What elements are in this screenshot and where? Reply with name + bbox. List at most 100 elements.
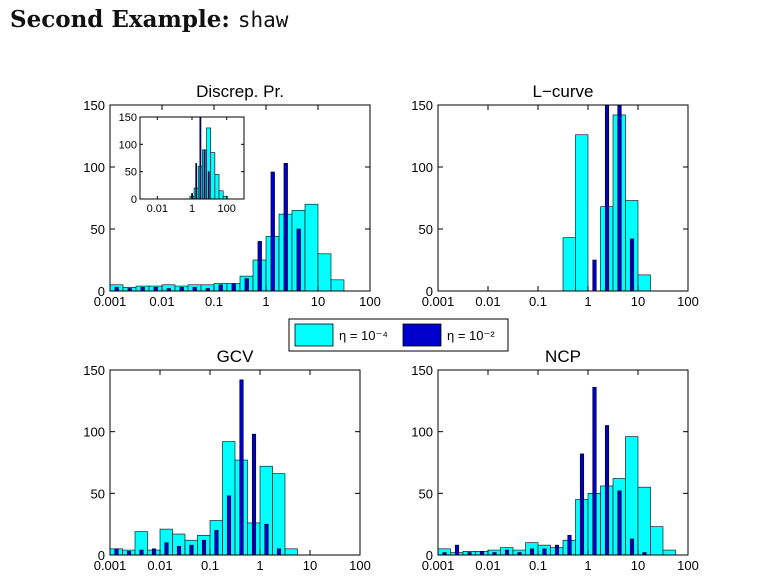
panel-2-xtick-label: 100 bbox=[677, 294, 699, 309]
panel-3-xtick-label: 1 bbox=[256, 558, 263, 573]
panel-2-ytick-label: 50 bbox=[419, 222, 433, 237]
panel-1-bar bbox=[218, 284, 223, 292]
inset-plot-area bbox=[140, 117, 244, 199]
inset-xtick-label: 1 bbox=[189, 203, 195, 215]
panel-4-xtick-label: 100 bbox=[677, 558, 699, 573]
panel-3-title: GCV bbox=[217, 347, 255, 366]
legend-label-1: η = 10⁻⁴ bbox=[339, 328, 388, 343]
panel-2-bar bbox=[629, 238, 635, 292]
panel-3-bar bbox=[114, 548, 119, 556]
panel-2-bar bbox=[575, 134, 589, 292]
panel-1-bar bbox=[140, 286, 145, 292]
panel-3-bar bbox=[239, 379, 244, 556]
inset-bar bbox=[210, 152, 216, 200]
inset-bar bbox=[195, 163, 198, 200]
histogram-panel-3: 0.001 0.01 0.1 1 10 100 0 50 100 150 GCV bbox=[83, 347, 371, 573]
panel-4-bar bbox=[479, 550, 485, 556]
panel-2-xtick-label: 0.1 bbox=[529, 294, 547, 309]
panel-2-bar bbox=[617, 104, 622, 292]
panel-3-bar bbox=[276, 548, 282, 556]
panel-3-xtick-label: 100 bbox=[349, 558, 371, 573]
panel-4-bar bbox=[662, 549, 676, 556]
panel-4-xtick-label: 10 bbox=[631, 558, 645, 573]
slide-title: Second Example: shaw bbox=[10, 6, 288, 33]
panel-4-xtick-label: 0.01 bbox=[475, 558, 500, 573]
panel-1-bar bbox=[317, 253, 332, 292]
inset-bar bbox=[207, 171, 210, 200]
panel-2-bar bbox=[637, 274, 651, 292]
panel-4-bar bbox=[567, 534, 572, 556]
panel-3-ytick-label: 50 bbox=[91, 486, 105, 501]
panel-4-bar bbox=[604, 425, 610, 556]
panel-3-bar bbox=[214, 530, 219, 556]
panel-3-bar bbox=[264, 523, 269, 556]
legend-label-2: η = 10⁻² bbox=[447, 328, 495, 343]
inset-ytick-label: 50 bbox=[125, 167, 137, 179]
panel-2-ytick-label: 100 bbox=[411, 160, 433, 175]
panel-1-bar bbox=[244, 278, 249, 292]
panel-1-bar bbox=[270, 171, 275, 292]
panel-2-ytick-label: 150 bbox=[411, 98, 433, 113]
panel-4-bar bbox=[592, 386, 597, 556]
panel-1-ytick-label: 100 bbox=[83, 160, 105, 175]
panel-1-bar bbox=[192, 286, 197, 292]
panel-3-bar bbox=[284, 548, 298, 556]
panel-2-bar bbox=[592, 259, 597, 292]
panel-2-ytick-label: 0 bbox=[426, 284, 433, 299]
panel-2-title: L−curve bbox=[533, 82, 594, 101]
panel-1-bar bbox=[114, 286, 119, 292]
panel-2-xtick-label: 1 bbox=[584, 294, 591, 309]
panel-4-bar bbox=[504, 549, 510, 556]
inset-bar bbox=[218, 190, 224, 200]
panel-1-bar bbox=[283, 162, 288, 292]
slide-title-text: Second Example: bbox=[10, 6, 230, 33]
panel-3-bar bbox=[139, 549, 144, 556]
panel-1-axes-box bbox=[109, 104, 371, 292]
panel-4-title: NCP bbox=[545, 347, 581, 366]
panel-4-bar bbox=[529, 548, 535, 556]
panel-1-bar bbox=[153, 286, 158, 292]
panel-2-axes-box bbox=[437, 104, 689, 292]
panel-4-ytick-label: 150 bbox=[411, 363, 433, 378]
panel-1-ytick-label: 150 bbox=[83, 98, 105, 113]
legend-swatch-2 bbox=[402, 323, 442, 347]
inset-ytick-label: 150 bbox=[119, 112, 137, 124]
panel-1-ytick-label: 0 bbox=[98, 284, 105, 299]
panel-1-bar bbox=[296, 228, 301, 292]
panel-4-bar bbox=[625, 436, 639, 556]
panel-2-bar bbox=[562, 237, 576, 292]
panel-1-xtick-label: 0.01 bbox=[149, 294, 174, 309]
panel-3-ytick-label: 100 bbox=[83, 425, 105, 440]
panel-4-ytick-label: 50 bbox=[419, 486, 433, 501]
panel-3-xtick-label: 0.01 bbox=[147, 558, 172, 573]
panel-3-xtick-label: 0.1 bbox=[201, 558, 219, 573]
panel-4-bar bbox=[579, 453, 585, 556]
panel-1-xtick-label: 1 bbox=[262, 294, 269, 309]
panel-4-xtick-label: 0.1 bbox=[529, 558, 547, 573]
panel-1-inset: 0.01 1 100 0 50 100 150 bbox=[119, 112, 245, 215]
panel-4-bar bbox=[617, 490, 622, 556]
panel-1-xtick-label: 0.001 bbox=[94, 294, 127, 309]
panel-3-bar bbox=[272, 473, 286, 556]
panel-4-bar bbox=[637, 486, 651, 556]
inset-bar bbox=[199, 116, 202, 200]
panel-1-bar bbox=[330, 279, 345, 292]
inset-xtick-label: 0.01 bbox=[147, 203, 168, 215]
panel-3-bar bbox=[176, 546, 182, 556]
slide-title-code: shaw bbox=[237, 8, 289, 32]
panel-2-xtick-label: 0.01 bbox=[475, 294, 500, 309]
panel-2-xtick-label: 0.001 bbox=[422, 294, 455, 309]
panel-4-axes-box bbox=[437, 369, 689, 556]
panel-4-ytick-label: 100 bbox=[411, 425, 433, 440]
panel-1-bar bbox=[179, 286, 184, 292]
panel-1-bar bbox=[257, 241, 262, 292]
panel-1-bar bbox=[304, 203, 319, 292]
panel-3-bar bbox=[189, 544, 194, 556]
legend: η = 10⁻⁴ η = 10⁻² bbox=[288, 318, 509, 352]
inset-bar bbox=[214, 174, 220, 200]
legend-swatch-1 bbox=[294, 323, 334, 347]
panel-1-xtick-label: 10 bbox=[311, 294, 325, 309]
histogram-panel-2: 0.001 0.01 0.1 1 10 100 0 50 100 150 L−curve bbox=[411, 82, 699, 309]
